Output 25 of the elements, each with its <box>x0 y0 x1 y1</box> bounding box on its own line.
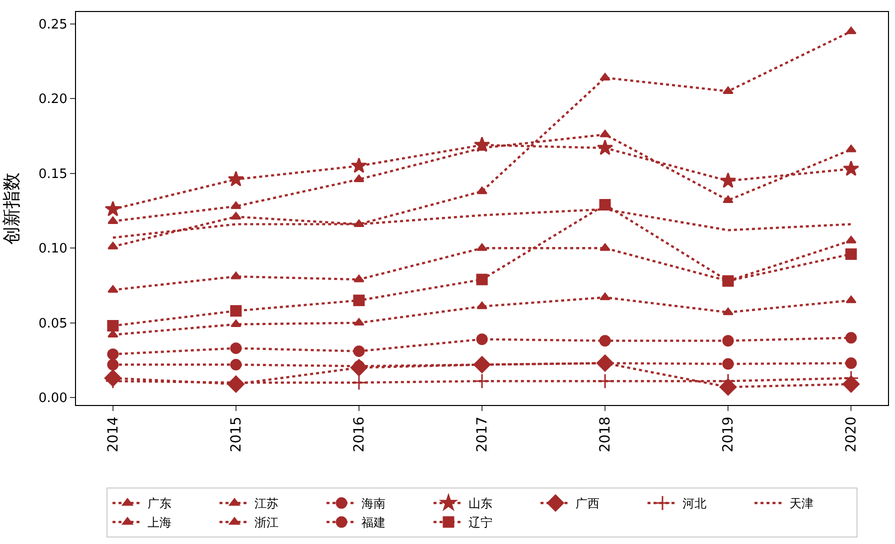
x-tick-label: 2014 <box>105 416 122 452</box>
x-tick-label: 2017 <box>474 416 491 452</box>
legend-label: 天津 <box>790 496 814 511</box>
legend-label: 江苏 <box>254 496 278 511</box>
legend-label: 浙江 <box>254 516 278 530</box>
legend-label: 海南 <box>362 496 386 511</box>
legend-label: 广西 <box>576 496 600 511</box>
x-tick-label: 2018 <box>598 416 614 452</box>
legend-label: 上海 <box>148 516 172 530</box>
x-tick-label: 2020 <box>844 416 860 452</box>
y-tick-label: 0.05 <box>38 316 68 332</box>
legend-label: 河北 <box>682 496 706 511</box>
y-axis-title: 创新指数 <box>2 172 23 244</box>
y-tick-label: 0.25 <box>38 18 68 32</box>
legend-label: 山东 <box>468 496 492 511</box>
y-tick-label: 0.15 <box>38 166 68 182</box>
x-tick-label: 2016 <box>352 416 368 452</box>
x-tick-label: 2015 <box>228 416 244 452</box>
y-tick-label: 0.20 <box>38 92 68 108</box>
y-tick-label: 0.10 <box>38 242 68 257</box>
y-tick-label: 0.00 <box>38 391 68 406</box>
x-tick-label: 2019 <box>720 416 737 452</box>
legend-label: 福建 <box>362 516 386 530</box>
legend-label: 广东 <box>148 496 172 511</box>
legend-label: 辽宁 <box>468 516 492 530</box>
